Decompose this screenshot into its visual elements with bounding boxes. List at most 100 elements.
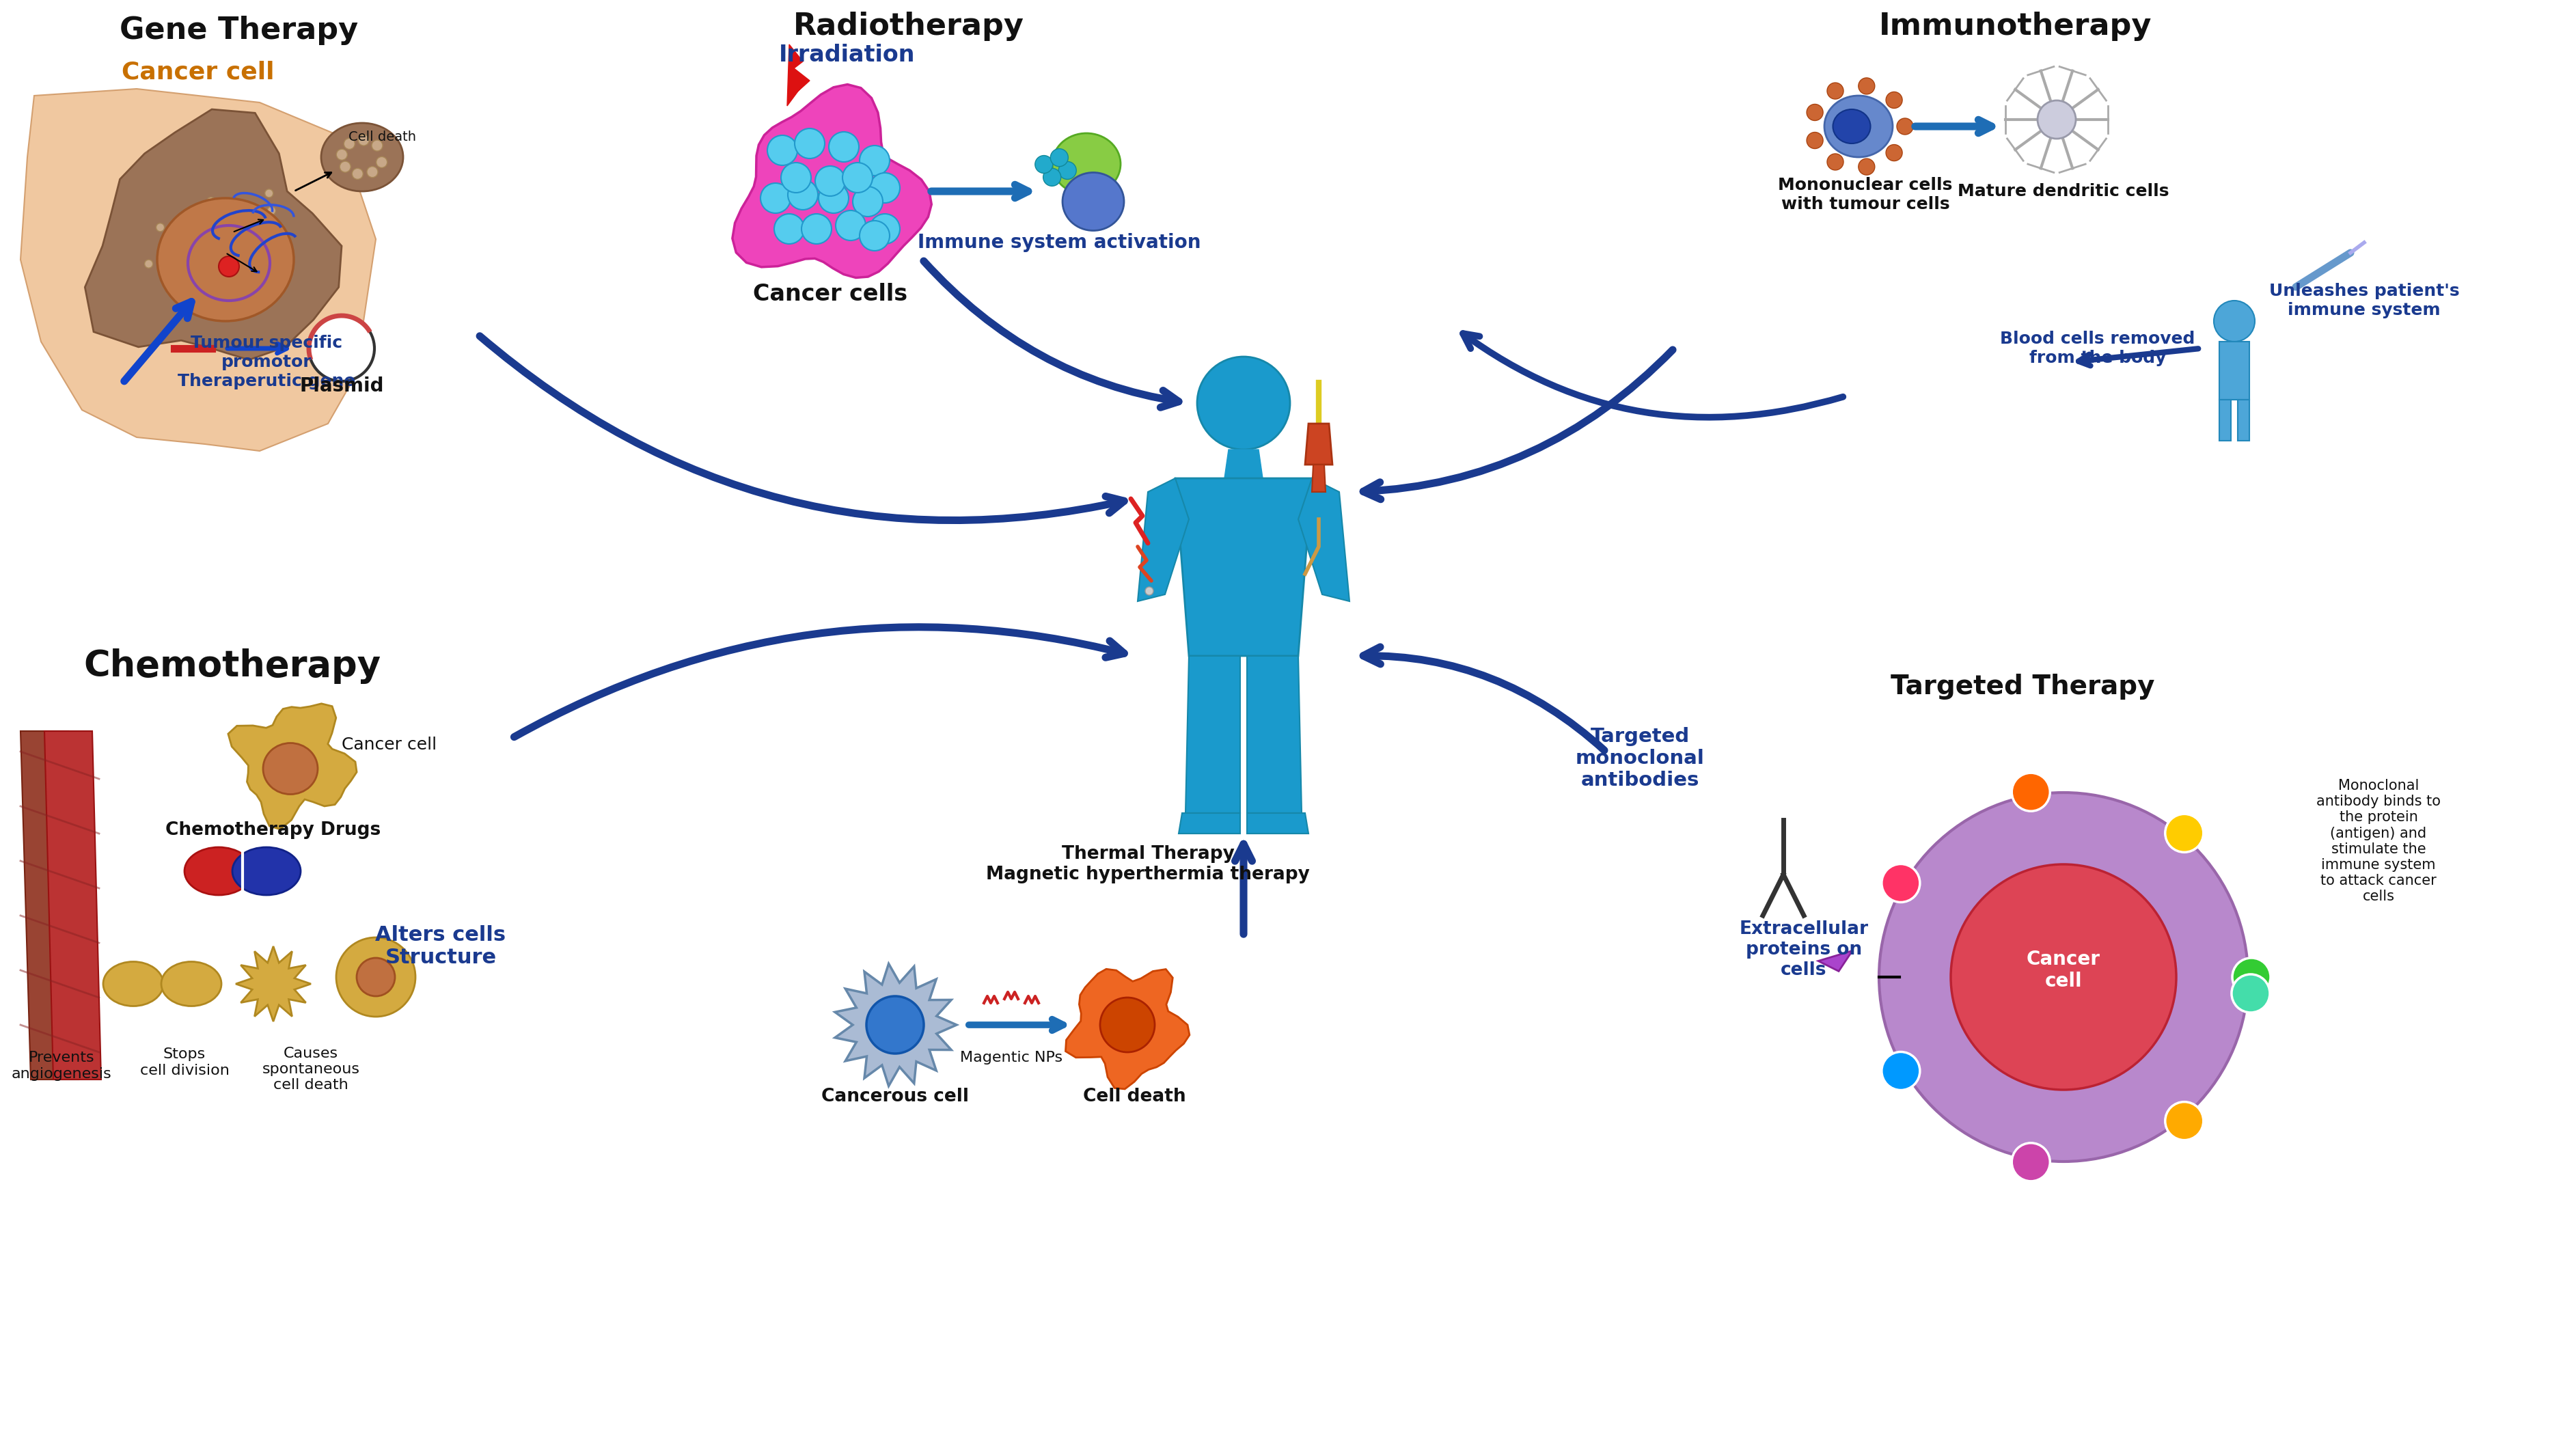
Circle shape [829, 132, 859, 162]
Ellipse shape [161, 961, 222, 1006]
Ellipse shape [321, 122, 403, 191]
Circle shape [775, 214, 803, 245]
Polygon shape [84, 109, 342, 360]
Circle shape [1099, 997, 1155, 1053]
Text: Cancer cell: Cancer cell [342, 737, 436, 753]
Text: Plasmid: Plasmid [298, 377, 385, 396]
Circle shape [1828, 154, 1844, 170]
Circle shape [1859, 77, 1874, 95]
Circle shape [2165, 1102, 2203, 1140]
Text: Magentic NPs: Magentic NPs [959, 1051, 1063, 1064]
Text: Thermal Therapy
Magnetic hyperthermia therapy: Thermal Therapy Magnetic hyperthermia th… [987, 844, 1311, 884]
Text: Unleashes patient's
immune system: Unleashes patient's immune system [2270, 282, 2458, 319]
Text: Tumour specific
promotor
Theraperutic gene: Tumour specific promotor Theraperutic ge… [178, 335, 354, 389]
Text: Targeted
monoclonal
antibodies: Targeted monoclonal antibodies [1576, 727, 1703, 791]
Ellipse shape [1053, 134, 1119, 195]
Circle shape [2213, 300, 2254, 342]
Circle shape [194, 278, 201, 287]
Text: Cancer
cell: Cancer cell [2027, 949, 2101, 992]
Circle shape [309, 316, 375, 381]
Circle shape [337, 149, 347, 160]
Polygon shape [1298, 478, 1349, 601]
Circle shape [357, 134, 370, 146]
Circle shape [816, 166, 844, 197]
Circle shape [337, 938, 416, 1016]
Polygon shape [1176, 478, 1311, 655]
Text: Chemotherapy Drugs: Chemotherapy Drugs [166, 821, 380, 839]
Circle shape [768, 135, 798, 166]
Circle shape [801, 214, 831, 245]
Text: Causes
spontaneous
cell death: Causes spontaneous cell death [263, 1047, 360, 1092]
Text: Prevents
angiogenesis: Prevents angiogenesis [10, 1051, 112, 1080]
Circle shape [1897, 118, 1912, 134]
Circle shape [1043, 169, 1061, 186]
Ellipse shape [263, 743, 319, 795]
Polygon shape [20, 89, 375, 451]
Circle shape [1882, 863, 1920, 903]
Circle shape [2012, 773, 2050, 811]
Circle shape [1859, 159, 1874, 175]
Circle shape [377, 157, 388, 167]
Circle shape [1887, 144, 1902, 162]
Polygon shape [834, 964, 956, 1086]
Circle shape [2165, 814, 2203, 852]
Ellipse shape [102, 961, 163, 1006]
Text: Cancer cells: Cancer cells [752, 282, 908, 306]
Ellipse shape [1833, 109, 1872, 144]
Text: Irradiation: Irradiation [780, 44, 915, 66]
Circle shape [352, 169, 362, 179]
Circle shape [867, 996, 923, 1054]
Circle shape [859, 146, 890, 176]
Polygon shape [1066, 970, 1188, 1089]
Text: Cell death: Cell death [349, 130, 416, 143]
Circle shape [841, 163, 872, 192]
Polygon shape [235, 946, 311, 1022]
Circle shape [819, 183, 849, 213]
Circle shape [1828, 83, 1844, 99]
Text: Alters cells
Structure: Alters cells Structure [375, 925, 505, 968]
Polygon shape [1137, 478, 1188, 601]
Circle shape [1051, 149, 1068, 166]
Polygon shape [1224, 450, 1262, 478]
Circle shape [2231, 974, 2270, 1012]
Circle shape [796, 128, 824, 159]
Circle shape [219, 256, 240, 277]
Polygon shape [732, 84, 931, 278]
Ellipse shape [158, 198, 293, 322]
Circle shape [1035, 156, 1053, 173]
Polygon shape [2218, 400, 2231, 441]
Circle shape [1887, 92, 1902, 108]
Circle shape [1879, 792, 2249, 1162]
Text: Stops
cell division: Stops cell division [140, 1048, 229, 1077]
Polygon shape [43, 731, 102, 1079]
Circle shape [145, 259, 153, 268]
Ellipse shape [184, 847, 252, 895]
Polygon shape [1306, 424, 1334, 464]
Text: Immunotherapy: Immunotherapy [1879, 12, 2152, 41]
Text: Monoclonal
antibody binds to
the protein
(antigen) and
stimulate the
immune syst: Monoclonal antibody binds to the protein… [2315, 779, 2440, 904]
Circle shape [1951, 865, 2175, 1089]
Circle shape [265, 189, 273, 198]
Text: Mature dendritic cells: Mature dendritic cells [1958, 183, 2170, 199]
Text: Cancerous cell: Cancerous cell [821, 1088, 969, 1105]
Circle shape [2231, 958, 2270, 996]
Circle shape [189, 253, 196, 261]
Polygon shape [1818, 951, 1851, 971]
Circle shape [780, 163, 811, 192]
Text: Mononuclear cells
with tumour cells: Mononuclear cells with tumour cells [1777, 178, 1953, 213]
Circle shape [859, 221, 890, 250]
Polygon shape [1311, 464, 1326, 492]
Circle shape [339, 162, 352, 172]
Text: Cell death: Cell death [1084, 1088, 1186, 1105]
Ellipse shape [1823, 96, 1892, 157]
Circle shape [207, 197, 214, 205]
Circle shape [836, 211, 864, 240]
Circle shape [870, 214, 900, 245]
Ellipse shape [232, 847, 301, 895]
FancyBboxPatch shape [2218, 342, 2249, 400]
Circle shape [268, 207, 275, 215]
Text: Extracellular
proteins on
cells: Extracellular proteins on cells [1739, 920, 1869, 978]
Circle shape [2012, 1143, 2050, 1181]
Circle shape [788, 179, 819, 210]
Polygon shape [20, 731, 79, 1079]
